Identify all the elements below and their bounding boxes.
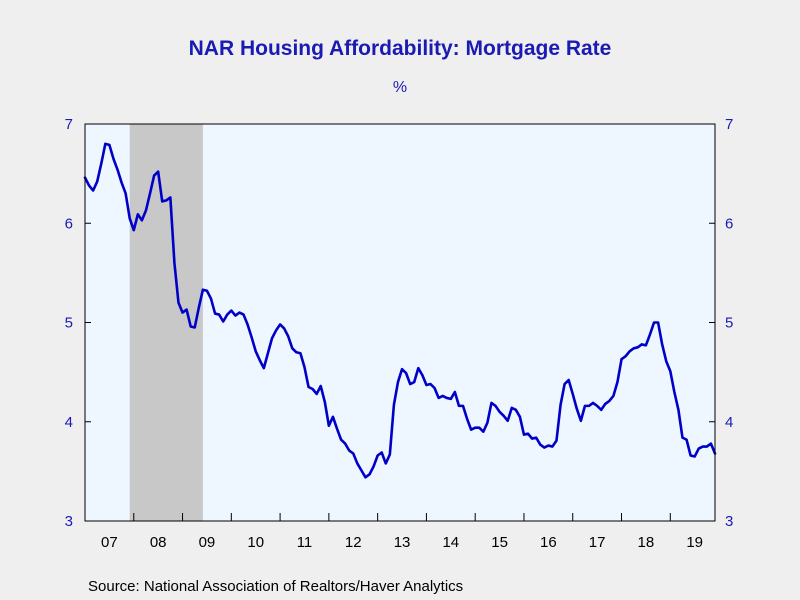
x-tick-label: 09: [199, 534, 216, 551]
x-tick-label: 08: [150, 534, 167, 551]
x-tick-label: 10: [247, 534, 264, 551]
x-tick-label: 15: [491, 534, 508, 551]
y-tick-label-left: 5: [65, 315, 73, 332]
x-tick-label: 07: [101, 534, 118, 551]
x-tick-label: 11: [297, 534, 313, 551]
x-tick-label: 18: [638, 534, 655, 551]
source-note: Source: National Association of Realtors…: [88, 578, 464, 595]
x-tick-label: 14: [442, 534, 459, 551]
y-tick-label-left: 7: [65, 116, 73, 133]
y-tick-label-right: 7: [725, 116, 733, 133]
x-tick-label: 12: [345, 534, 362, 551]
x-tick-label: 19: [686, 534, 703, 551]
chart-subtitle: %: [392, 79, 408, 96]
y-tick-label-left: 6: [65, 215, 73, 232]
y-tick-label-right: 5: [725, 315, 733, 332]
y-tick-label-right: 4: [725, 414, 733, 431]
series-line-0: [83, 142, 717, 479]
x-tick-label: 17: [589, 534, 606, 551]
y-tick-label-left: 3: [65, 513, 73, 530]
y-tick-label-right: 3: [725, 513, 733, 530]
chart-title: NAR Housing Affordability: Mortgage Rate: [188, 37, 612, 60]
recession-band: [129, 124, 203, 521]
y-tick-label-left: 4: [65, 414, 73, 431]
x-tick-label: 16: [540, 534, 557, 551]
x-tick-label: 13: [394, 534, 411, 551]
y-tick-label-right: 6: [725, 215, 733, 232]
